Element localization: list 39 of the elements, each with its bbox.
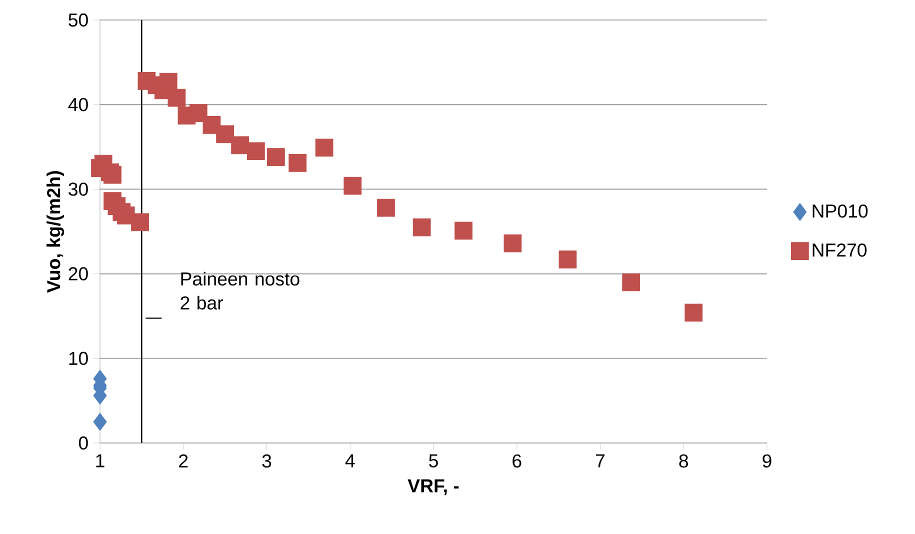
point <box>622 273 640 292</box>
x-tick-label: 4 <box>345 454 355 468</box>
point <box>288 154 307 172</box>
point <box>189 104 208 122</box>
point <box>412 218 431 236</box>
legend-label: NF270 <box>812 243 867 257</box>
point <box>684 304 703 322</box>
point <box>131 213 149 232</box>
x-tick-label: 6 <box>512 454 522 468</box>
x-tick-label: 9 <box>762 454 772 468</box>
x-tick-label: 8 <box>679 454 688 468</box>
x-tick-label: 2 <box>179 454 188 468</box>
point <box>377 198 395 217</box>
point <box>168 88 186 107</box>
ref-line-label: Paineen nosto 2 bar <box>180 272 300 310</box>
y-tick-label: 10 <box>69 352 88 366</box>
point <box>159 72 178 91</box>
y-axis-title: Vuo, kg/(m2h) <box>46 171 64 293</box>
point <box>246 142 265 160</box>
point <box>558 250 577 268</box>
point <box>93 412 107 431</box>
y-tick-label: 50 <box>68 13 88 27</box>
x-tick-label: 1 <box>96 454 104 468</box>
y-tick-label: 0 <box>78 436 88 450</box>
legend-label: NP010 <box>812 204 868 218</box>
point <box>315 138 334 157</box>
point <box>504 234 522 252</box>
y-tick-label: 20 <box>68 267 88 280</box>
point <box>266 148 285 166</box>
y-tick-label: 40 <box>68 98 88 112</box>
point <box>216 125 234 144</box>
x-tick-label: 3 <box>262 454 272 468</box>
y-tick-label: 30 <box>68 182 88 196</box>
point <box>344 176 362 195</box>
x-tick-label: 5 <box>429 454 438 468</box>
point <box>454 222 472 240</box>
point <box>231 136 250 154</box>
x-axis-title: VRF, - <box>408 479 459 496</box>
x-tick-label: 7 <box>596 454 605 468</box>
